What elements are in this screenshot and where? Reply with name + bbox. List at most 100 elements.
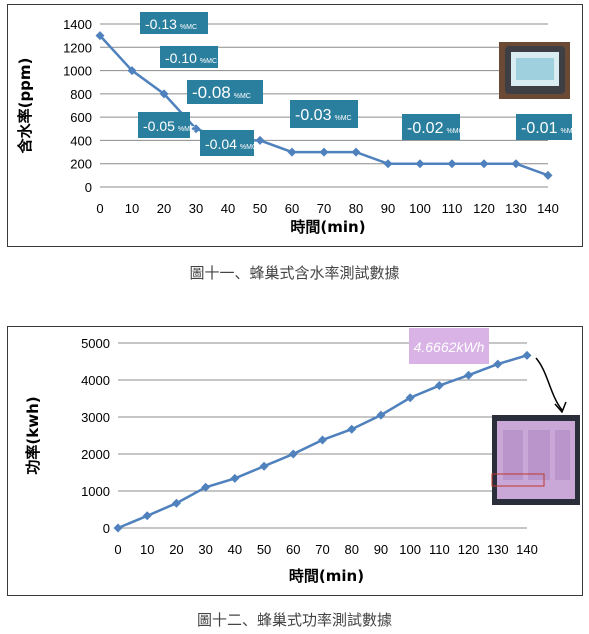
power-reading-box [409,328,489,364]
data-point [493,359,503,369]
data-point [191,124,201,134]
x-tick-label: 70 [317,201,331,216]
data-point [383,159,393,169]
moisture-chart: 0 200 400 600 800 1000 1200 1400 0 10 20 30 40 50 60 70… [16,12,578,236]
y-tick-label: 2000 [81,447,110,462]
data-point [319,147,329,157]
power-reading-label: 4.6662kWh [409,328,489,364]
data-point [171,498,181,508]
x-tick-label: 130 [505,201,527,216]
data-point [95,31,105,41]
power-meter-photo [491,415,580,505]
power-reading-value: 4.6662kWh [414,339,485,355]
delta-label-box [140,12,208,34]
data-point [511,159,521,169]
x-tick-label: 20 [169,542,183,557]
y-axis-title: 含水率(ppm) [16,58,34,154]
x-tick-label: 10 [125,201,139,216]
data-point [287,147,297,157]
delta-label-box [402,114,460,140]
data-point [434,381,444,391]
data-point [255,135,265,145]
delta-label-box [290,100,358,128]
x-tick-label: 40 [228,542,242,557]
data-point [405,393,415,403]
delta-label-box [138,112,190,138]
y-tick-label: 400 [70,133,92,148]
x-tick-label: 100 [409,201,431,216]
x-tick-label: 80 [344,542,358,557]
x-tick-label: 0 [114,542,121,557]
data-point [288,449,298,459]
data-point [142,511,152,521]
y-tick-label: 0 [85,180,92,195]
data-point [318,435,327,445]
data-point [543,170,553,180]
data-point [159,89,169,99]
power-chart-caption: 圖十二、蜂巢式功率測試數據 [196,611,392,629]
x-tick-label: 60 [285,201,299,216]
moisture-delta-label: -0.01 %MC [516,114,578,140]
delta-label-box [187,80,263,104]
data-point [522,350,532,360]
delta-label-box [200,130,254,156]
data-point [376,410,386,420]
x-tick-label: 70 [315,542,329,557]
moisture-delta-label: -0.10 %MC [160,46,218,68]
x-tick-label: 110 [442,201,463,216]
moisture-delta-label: -0.04 %MC [200,130,257,156]
data-point [351,147,361,157]
x-tick-label: 130 [487,542,509,557]
y-tick-label: 200 [70,157,92,172]
x-tick-label: 30 [198,542,212,557]
data-point [447,159,457,169]
data-point [113,523,123,533]
x-tick-label: 110 [429,542,450,557]
data-point [230,473,240,483]
x-tick-label: 90 [374,542,388,557]
delta-label-box [516,114,572,140]
x-axis-title: 時間(min) [290,218,365,236]
data-point [415,159,425,169]
moisture-delta-label: -0.03 %MC [290,100,358,128]
y-tick-label: 5000 [81,336,110,351]
x-tick-label: 140 [537,201,559,216]
moisture-delta-label: -0.02 %MC [402,114,464,140]
photo-highlight-box [491,473,545,487]
moisture-delta-label: -0.05 %MC [138,112,195,138]
delta-label-box [160,46,218,68]
photo-screen-panel [528,430,550,480]
arrow-head [554,401,567,414]
x-tick-label: 0 [96,201,103,216]
moisture-meter-photo [499,42,570,99]
photo-screen-panel [555,430,570,480]
x-axis-title: 時間(min) [289,567,364,585]
y-tick-label: 4000 [81,373,110,388]
x-tick-label: 80 [349,201,363,216]
x-tick-label: 50 [253,201,267,216]
y-tick-label: 1000 [81,484,110,499]
y-tick-label: 800 [70,87,92,102]
y-tick-label: 1400 [63,17,92,32]
power-chart-frame [7,326,583,596]
moisture-delta-label: -0.13 %MC [140,12,208,34]
power-chart: 0 1000 2000 3000 4000 5000 0 10 20 30 40 50 60 70 80 90… [24,328,580,585]
moisture-chart-caption: 圖十一、蜂巢式含水率測試數據 [189,264,400,282]
x-tick-label: 140 [516,542,538,557]
y-tick-label: 1200 [63,40,92,55]
x-tick-label: 90 [381,201,395,216]
arrow-curve [535,357,563,411]
x-tick-label: 60 [286,542,300,557]
pointer-arrow [535,357,567,414]
y-tick-label: 3000 [81,410,110,425]
photo-screen-panel [503,430,523,480]
x-tick-label: 50 [257,542,271,557]
data-point [201,482,211,492]
photo-screen-inner [516,58,554,80]
x-tick-label: 20 [157,201,171,216]
x-tick-label: 100 [399,542,421,557]
x-tick-label: 120 [473,201,495,216]
moisture-delta-label: -0.08 %MC [187,80,263,104]
data-point [479,159,489,169]
y-tick-label: 0 [103,521,110,536]
